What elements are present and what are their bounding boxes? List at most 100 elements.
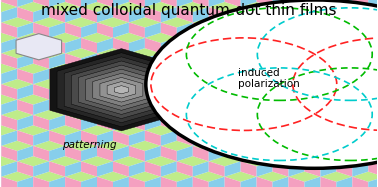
Polygon shape	[17, 38, 33, 53]
Polygon shape	[17, 69, 33, 84]
Polygon shape	[129, 161, 145, 177]
Polygon shape	[113, 2, 145, 12]
Polygon shape	[352, 131, 368, 146]
Polygon shape	[225, 79, 257, 89]
Polygon shape	[273, 0, 288, 7]
Polygon shape	[97, 172, 129, 182]
Polygon shape	[273, 53, 288, 69]
Polygon shape	[161, 53, 177, 69]
Polygon shape	[209, 177, 225, 187]
Polygon shape	[241, 69, 257, 84]
Polygon shape	[65, 115, 81, 131]
Polygon shape	[81, 131, 97, 146]
Polygon shape	[241, 7, 257, 22]
Polygon shape	[336, 84, 352, 99]
Polygon shape	[257, 17, 288, 27]
Polygon shape	[336, 33, 368, 43]
Polygon shape	[97, 131, 113, 146]
Polygon shape	[97, 53, 113, 69]
Polygon shape	[193, 22, 209, 38]
Polygon shape	[225, 69, 241, 84]
Polygon shape	[209, 99, 225, 115]
Polygon shape	[17, 131, 33, 146]
Polygon shape	[336, 94, 368, 105]
Polygon shape	[49, 177, 65, 187]
Polygon shape	[209, 38, 225, 53]
Polygon shape	[257, 69, 273, 84]
Polygon shape	[17, 115, 33, 131]
Polygon shape	[1, 146, 17, 161]
Polygon shape	[64, 57, 179, 123]
Polygon shape	[1, 131, 17, 146]
Polygon shape	[288, 7, 304, 22]
Polygon shape	[33, 7, 49, 22]
Polygon shape	[97, 48, 129, 58]
Polygon shape	[129, 38, 145, 53]
Polygon shape	[225, 53, 241, 69]
Polygon shape	[114, 86, 129, 94]
Polygon shape	[241, 64, 273, 74]
Polygon shape	[0, 110, 1, 120]
Polygon shape	[241, 94, 273, 105]
Polygon shape	[107, 82, 136, 98]
Polygon shape	[113, 7, 129, 22]
Polygon shape	[33, 79, 65, 89]
Polygon shape	[0, 17, 1, 27]
Polygon shape	[273, 38, 288, 53]
Polygon shape	[304, 161, 321, 177]
Polygon shape	[368, 7, 378, 22]
Polygon shape	[225, 84, 241, 99]
Polygon shape	[65, 17, 97, 27]
Polygon shape	[33, 69, 49, 84]
Polygon shape	[81, 146, 97, 161]
Polygon shape	[321, 7, 336, 22]
Polygon shape	[113, 115, 129, 131]
Polygon shape	[193, 79, 225, 89]
Polygon shape	[33, 0, 49, 7]
Polygon shape	[113, 99, 129, 115]
Polygon shape	[352, 69, 368, 84]
Polygon shape	[193, 131, 209, 146]
Polygon shape	[241, 177, 257, 187]
Polygon shape	[145, 84, 161, 99]
Polygon shape	[145, 64, 177, 74]
Polygon shape	[1, 53, 17, 69]
Polygon shape	[17, 2, 49, 12]
Polygon shape	[145, 53, 161, 69]
Polygon shape	[161, 48, 193, 58]
Polygon shape	[177, 156, 209, 166]
Polygon shape	[209, 33, 241, 43]
Polygon shape	[177, 33, 209, 43]
Polygon shape	[304, 146, 321, 161]
Polygon shape	[352, 84, 368, 99]
Polygon shape	[241, 99, 257, 115]
Polygon shape	[321, 69, 336, 84]
Polygon shape	[368, 177, 378, 187]
Polygon shape	[145, 125, 177, 136]
Polygon shape	[336, 146, 352, 161]
Polygon shape	[241, 146, 257, 161]
Polygon shape	[97, 84, 113, 99]
Polygon shape	[193, 48, 225, 58]
Polygon shape	[352, 48, 378, 58]
Polygon shape	[145, 131, 161, 146]
Polygon shape	[145, 99, 161, 115]
Polygon shape	[177, 22, 193, 38]
Polygon shape	[129, 0, 145, 7]
Polygon shape	[321, 115, 336, 131]
Polygon shape	[33, 110, 65, 120]
Polygon shape	[97, 110, 129, 120]
Polygon shape	[81, 177, 97, 187]
Polygon shape	[49, 69, 65, 84]
Polygon shape	[50, 49, 193, 131]
Polygon shape	[273, 69, 288, 84]
Polygon shape	[49, 64, 81, 74]
Polygon shape	[304, 156, 336, 166]
Polygon shape	[209, 64, 241, 74]
Polygon shape	[49, 2, 81, 12]
Polygon shape	[193, 7, 209, 22]
Polygon shape	[368, 125, 378, 136]
Polygon shape	[336, 53, 352, 69]
Polygon shape	[113, 33, 145, 43]
Polygon shape	[33, 38, 49, 53]
